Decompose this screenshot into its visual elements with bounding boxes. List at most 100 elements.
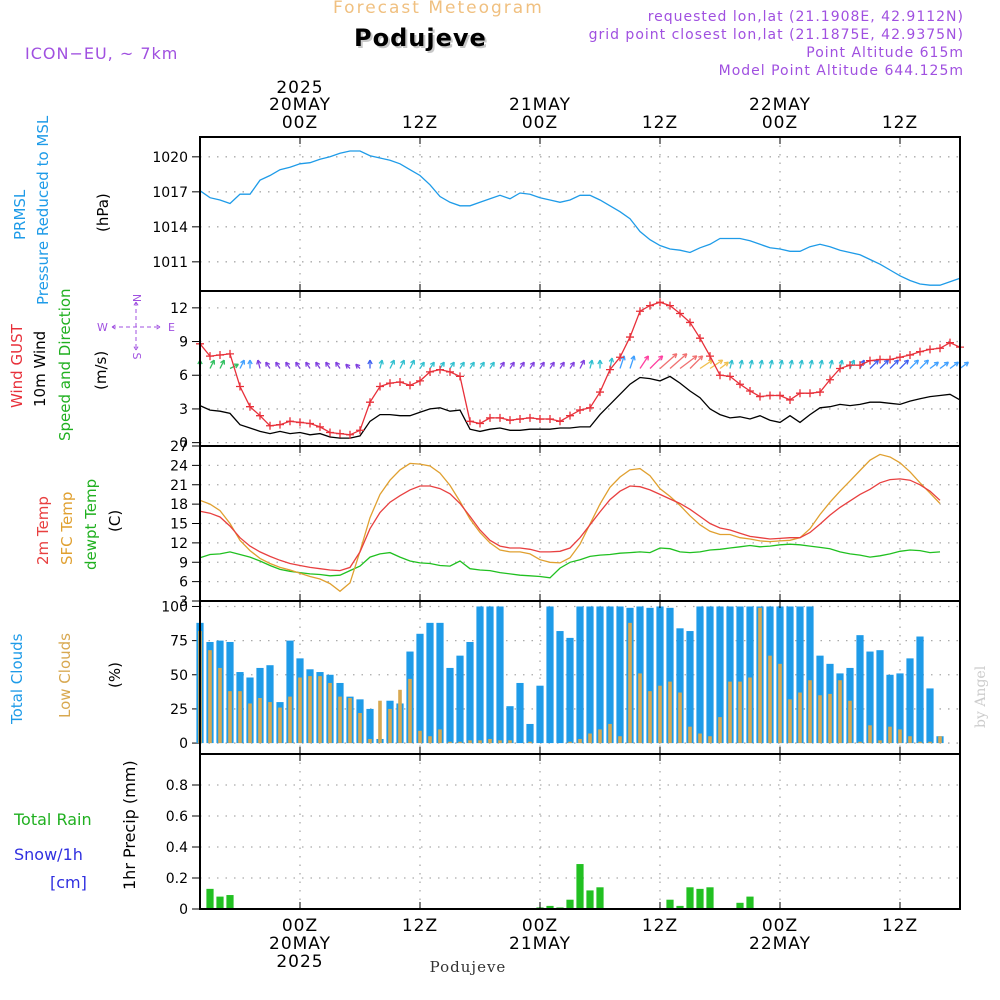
gust-marker bbox=[896, 353, 904, 362]
wind-arrow-head bbox=[644, 355, 649, 359]
low-clouds-bar bbox=[768, 655, 772, 744]
gust-marker bbox=[466, 417, 474, 426]
low-clouds-bar bbox=[628, 622, 632, 744]
low-clouds-bar bbox=[218, 667, 222, 744]
wind-arrow-head bbox=[682, 353, 687, 356]
gust-marker bbox=[636, 307, 644, 316]
gust-marker bbox=[946, 338, 954, 347]
low-clouds-bar bbox=[638, 673, 642, 744]
low-clouds-bar bbox=[598, 729, 602, 744]
wind-arrow-head bbox=[728, 359, 733, 364]
total-clouds-bar bbox=[536, 685, 544, 744]
total-clouds-bar bbox=[716, 606, 724, 744]
wind-arrow-head bbox=[410, 359, 415, 364]
gust-marker bbox=[596, 388, 604, 397]
wind-arrow-head bbox=[469, 361, 475, 365]
y-tick-label: 1017 bbox=[152, 185, 188, 201]
low-clouds-bar bbox=[438, 729, 442, 744]
gust-marker bbox=[816, 388, 824, 397]
gust-marker bbox=[206, 352, 214, 361]
gust-marker bbox=[746, 386, 754, 395]
y-tick-label: 9 bbox=[179, 335, 188, 351]
gust-marker bbox=[256, 411, 264, 420]
rain-bar bbox=[216, 896, 224, 909]
y-tick-label: 9 bbox=[179, 555, 188, 571]
gust-marker bbox=[606, 365, 614, 374]
top-hour-label: 00Z bbox=[282, 113, 318, 133]
gust-marker bbox=[556, 417, 564, 426]
bottom-hour-label: 00Z bbox=[282, 916, 318, 936]
wind-arrow-head bbox=[828, 359, 833, 364]
wind-arrow bbox=[899, 359, 909, 369]
gust-marker bbox=[646, 301, 654, 310]
wind-arrow bbox=[739, 359, 743, 369]
low-clouds-bar bbox=[408, 678, 412, 744]
total-clouds-bar bbox=[786, 606, 794, 744]
wind-arrow bbox=[769, 359, 773, 369]
label-sfc-temp: SFC Temp bbox=[58, 492, 76, 565]
wind-arrow-head bbox=[439, 361, 445, 365]
gust-marker bbox=[336, 429, 344, 438]
wind-arrow-head bbox=[549, 361, 555, 365]
gust-marker bbox=[306, 419, 314, 428]
total-clouds-bar bbox=[456, 655, 464, 744]
wind-arrow-head bbox=[419, 361, 425, 365]
wind-arrow bbox=[929, 361, 939, 370]
y-tick-label: 1020 bbox=[152, 150, 188, 166]
wind-arrow bbox=[959, 361, 969, 370]
gust-marker bbox=[216, 351, 224, 360]
gust-marker bbox=[576, 406, 584, 415]
wind-arrow-head bbox=[788, 359, 793, 364]
total-clouds-bar bbox=[856, 635, 864, 744]
total-clouds-bar bbox=[676, 628, 684, 744]
location-title: Podujeve bbox=[354, 24, 487, 52]
panel-frame bbox=[199, 753, 961, 910]
top-date-label: 21MAY bbox=[509, 95, 571, 115]
top-year-label: 2025 bbox=[276, 78, 323, 98]
total-clouds-bar bbox=[566, 637, 574, 744]
wind-arrow bbox=[649, 355, 664, 369]
gust-marker bbox=[796, 389, 804, 398]
bottom-hour-label: 12Z bbox=[642, 916, 678, 936]
wind-arrow bbox=[819, 359, 823, 369]
low-clouds-bar bbox=[778, 663, 782, 744]
dewpt-line bbox=[199, 543, 941, 579]
wind-arrow bbox=[889, 359, 899, 369]
total-clouds-bar bbox=[876, 650, 884, 744]
gust-marker bbox=[226, 349, 234, 358]
rain-bar bbox=[546, 905, 554, 909]
gust-marker bbox=[236, 382, 244, 391]
wind-arrow bbox=[659, 353, 678, 369]
bottom-hour-label: 00Z bbox=[522, 916, 558, 936]
wind-arrow bbox=[949, 361, 959, 370]
low-clouds-bar bbox=[228, 691, 232, 744]
gust-marker bbox=[496, 413, 504, 422]
label-hpa: (hPa) bbox=[94, 193, 112, 232]
label-ms: (m/s) bbox=[92, 351, 110, 390]
wind-arrow-head bbox=[893, 359, 899, 362]
wind-arrow bbox=[709, 359, 723, 370]
top-hour-label: 12Z bbox=[402, 113, 438, 133]
y-tick-label: 0 bbox=[179, 902, 188, 918]
total-clouds-bar bbox=[886, 674, 894, 744]
low-clouds-bar bbox=[368, 738, 372, 744]
gust-marker bbox=[886, 355, 894, 364]
low-clouds-bar bbox=[678, 692, 682, 744]
wind-arrow-head bbox=[597, 359, 601, 365]
compass-south-label: S bbox=[130, 353, 143, 360]
gust-marker bbox=[566, 411, 574, 420]
total-clouds-bar bbox=[436, 622, 444, 744]
label-snow: Snow/1h bbox=[14, 845, 83, 864]
low-clouds-bar bbox=[658, 685, 662, 744]
wind-arrow-head bbox=[630, 355, 635, 360]
low-clouds-bar bbox=[358, 713, 362, 744]
wind-arrow bbox=[257, 359, 261, 369]
gust-marker bbox=[526, 413, 534, 422]
label-speed-dir: Speed and Direction bbox=[56, 288, 74, 441]
wind-arrow bbox=[799, 359, 803, 369]
y-tick-label: 50 bbox=[170, 668, 188, 684]
y-tick-label: 24 bbox=[170, 458, 188, 474]
wind-arrow-head bbox=[588, 359, 593, 364]
gust-marker bbox=[906, 351, 914, 360]
y-tick-label: 1011 bbox=[152, 255, 188, 271]
